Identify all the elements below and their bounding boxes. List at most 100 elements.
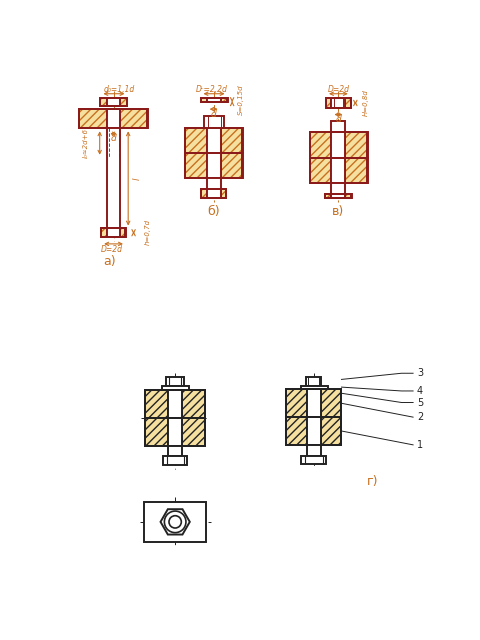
Bar xyxy=(163,456,188,465)
Bar xyxy=(310,157,332,183)
Bar xyxy=(345,132,367,157)
Bar xyxy=(307,417,321,445)
Bar xyxy=(79,109,148,129)
Bar xyxy=(120,109,147,129)
Text: d: d xyxy=(111,134,117,143)
Bar xyxy=(221,189,226,198)
Bar xyxy=(101,228,107,237)
Bar xyxy=(221,127,242,153)
Bar xyxy=(332,122,345,132)
Text: D=2d: D=2d xyxy=(327,84,349,93)
Text: в): в) xyxy=(332,205,345,218)
Bar xyxy=(120,109,147,129)
Bar xyxy=(286,389,307,417)
Bar xyxy=(286,417,307,445)
Bar xyxy=(120,99,127,106)
Bar xyxy=(182,418,205,445)
Bar xyxy=(201,99,228,102)
Bar xyxy=(326,99,332,108)
Bar xyxy=(182,390,205,418)
Bar xyxy=(306,377,322,385)
Text: d: d xyxy=(336,115,341,124)
Bar xyxy=(145,390,205,418)
Bar xyxy=(100,99,108,106)
Bar xyxy=(332,99,345,108)
Bar xyxy=(325,194,332,198)
Bar xyxy=(300,385,328,389)
Bar xyxy=(321,389,341,417)
Bar xyxy=(185,153,243,179)
Text: S=0,15d: S=0,15d xyxy=(239,84,244,115)
Text: б): б) xyxy=(207,205,220,218)
Bar xyxy=(145,390,168,418)
Bar xyxy=(286,389,341,417)
Bar xyxy=(326,99,332,108)
Bar xyxy=(310,157,332,183)
Bar xyxy=(207,179,221,189)
Bar xyxy=(166,377,184,387)
Bar xyxy=(144,502,206,542)
Bar xyxy=(108,109,120,129)
Bar xyxy=(345,194,351,198)
Bar xyxy=(325,194,332,198)
Bar xyxy=(201,99,207,102)
Bar xyxy=(79,109,107,129)
Bar xyxy=(221,99,227,102)
Bar xyxy=(332,183,345,194)
Text: Dᴸ=2,2d: Dᴸ=2,2d xyxy=(196,84,228,93)
Bar xyxy=(185,127,207,153)
Bar xyxy=(100,99,127,106)
Bar xyxy=(310,132,368,157)
Bar xyxy=(321,417,341,445)
Bar xyxy=(207,99,221,102)
Bar xyxy=(221,99,227,102)
Bar xyxy=(145,418,168,445)
Bar xyxy=(79,109,107,129)
Bar xyxy=(204,116,224,127)
Bar xyxy=(182,418,205,445)
Bar xyxy=(286,417,307,445)
Bar xyxy=(221,153,242,179)
Bar xyxy=(168,418,182,445)
Text: а): а) xyxy=(103,255,116,268)
Bar xyxy=(221,189,226,198)
Bar xyxy=(207,127,221,153)
Text: d₀=1,1d: d₀=1,1d xyxy=(104,85,135,94)
Text: d: d xyxy=(211,110,216,119)
Bar xyxy=(145,418,205,445)
Bar xyxy=(182,390,205,418)
Bar xyxy=(201,189,226,198)
Bar xyxy=(145,418,168,445)
Text: l: l xyxy=(133,177,142,180)
Text: 1: 1 xyxy=(417,440,423,450)
Bar xyxy=(185,153,207,179)
Bar xyxy=(108,129,120,228)
Bar xyxy=(321,417,341,445)
Text: г): г) xyxy=(367,474,379,488)
Bar xyxy=(326,99,351,108)
Bar xyxy=(286,417,341,445)
Bar xyxy=(201,99,207,102)
Bar xyxy=(345,132,367,157)
Bar xyxy=(345,99,351,108)
Text: H=0,8d: H=0,8d xyxy=(363,90,369,116)
Bar xyxy=(101,228,107,237)
Bar xyxy=(345,157,367,183)
Bar xyxy=(120,99,127,106)
Text: l₀≈2d+6: l₀≈2d+6 xyxy=(83,128,89,158)
Bar xyxy=(185,153,207,179)
Bar xyxy=(345,157,367,183)
Bar xyxy=(145,390,168,418)
Bar xyxy=(321,389,341,417)
Bar xyxy=(108,228,120,237)
Bar xyxy=(168,445,182,456)
Bar xyxy=(310,157,368,183)
Text: 4: 4 xyxy=(417,386,423,396)
Bar xyxy=(100,99,108,106)
Bar xyxy=(207,189,221,198)
Bar xyxy=(162,387,189,390)
Bar xyxy=(332,194,345,198)
Bar xyxy=(120,228,125,237)
Bar xyxy=(345,194,351,198)
Text: D=2d: D=2d xyxy=(101,244,123,254)
